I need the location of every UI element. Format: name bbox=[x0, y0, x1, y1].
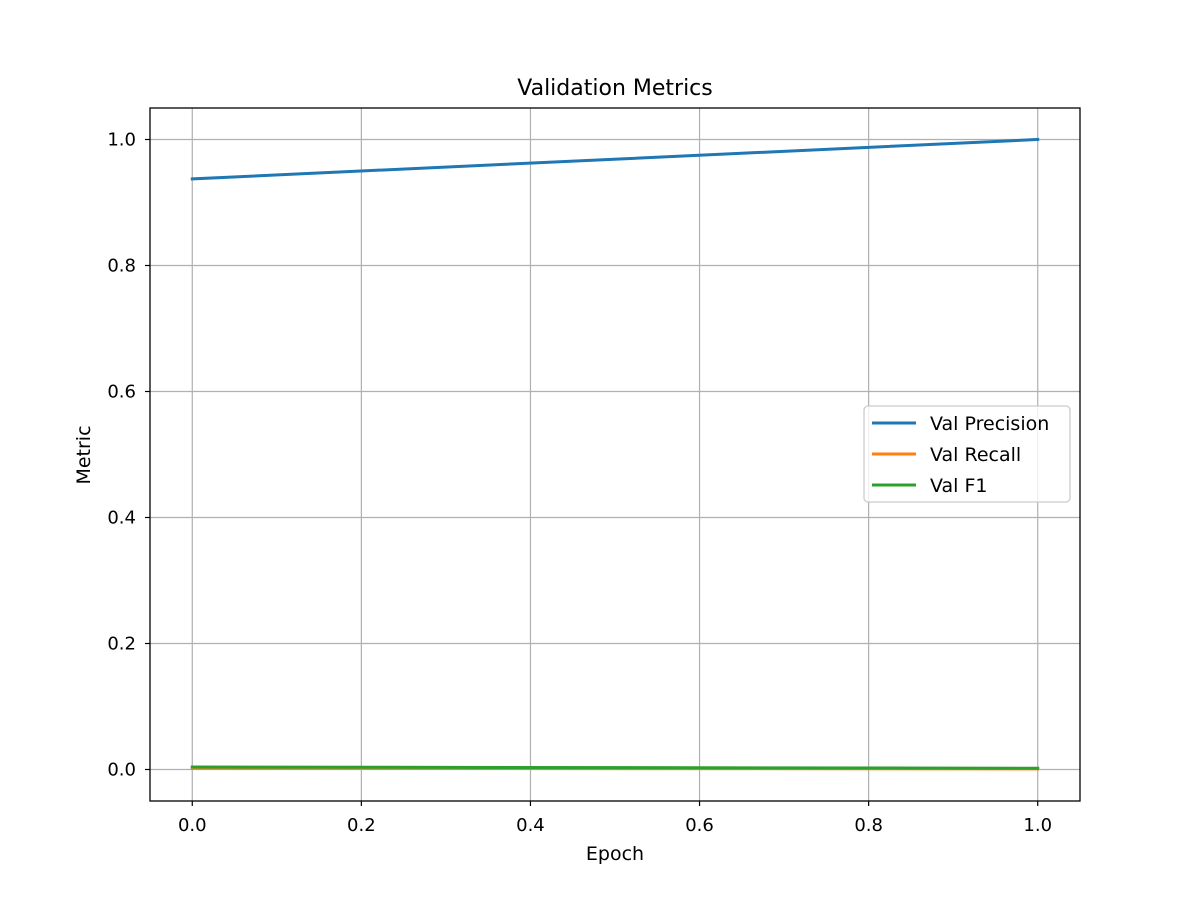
x-tick-label: 0.8 bbox=[854, 815, 883, 836]
legend-label-val-precision: Val Precision bbox=[930, 413, 1049, 435]
x-tick-label: 1.0 bbox=[1023, 815, 1052, 836]
series-lines bbox=[190, 137, 1040, 771]
x-tick-label: 0.4 bbox=[516, 815, 545, 836]
y-axis-ticks: 0.0 0.2 0.4 0.6 0.8 1.0 bbox=[107, 130, 150, 781]
y-tick-label: 0.6 bbox=[107, 382, 136, 403]
plot-frame bbox=[149, 107, 1081, 802]
legend: Val Precision Val Recall Val F1 bbox=[863, 405, 1071, 503]
series-line-val-precision bbox=[190, 137, 1040, 181]
y-tick-label: 0.2 bbox=[107, 634, 136, 655]
legend-label-val-f1: Val F1 bbox=[930, 475, 988, 497]
legend-entries: Val Precision Val Recall Val F1 bbox=[872, 413, 1049, 497]
chart-title: Validation Metrics bbox=[517, 76, 713, 101]
legend-label-val-recall: Val Recall bbox=[930, 444, 1021, 466]
y-axis-label: Metric bbox=[73, 425, 95, 484]
y-tick-label: 1.0 bbox=[107, 130, 136, 151]
x-axis-label: Epoch bbox=[586, 843, 644, 865]
legend-box bbox=[863, 405, 1071, 503]
y-tick-label: 0.4 bbox=[107, 508, 136, 529]
y-tick-label: 0.8 bbox=[107, 256, 136, 277]
y-tick-label: 0.0 bbox=[107, 760, 136, 781]
series-line-val-f1 bbox=[190, 765, 1040, 770]
x-tick-label: 0.0 bbox=[178, 815, 207, 836]
x-axis-ticks: 0.0 0.2 0.4 0.6 0.8 1.0 bbox=[178, 801, 1052, 836]
grid-lines bbox=[150, 108, 1080, 801]
x-tick-label: 0.6 bbox=[685, 815, 714, 836]
x-tick-label: 0.2 bbox=[347, 815, 376, 836]
